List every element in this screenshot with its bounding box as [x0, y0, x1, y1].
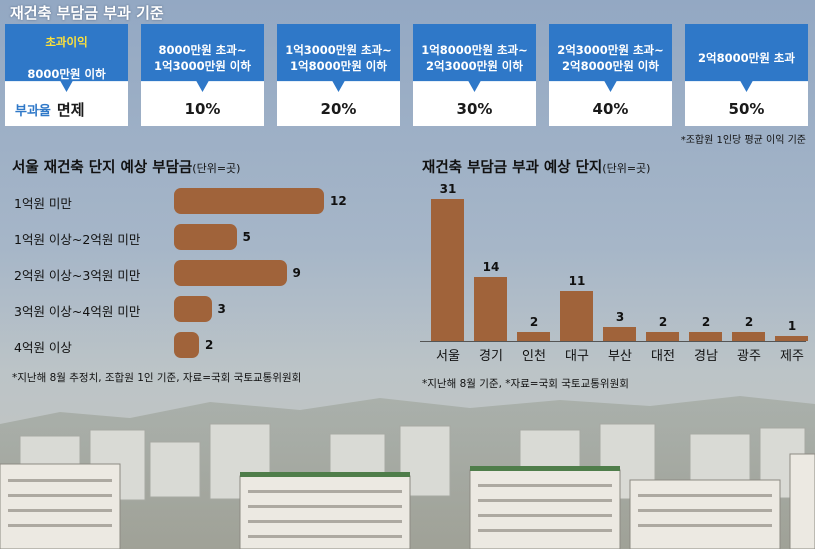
- bar-category-label: 경남: [694, 349, 718, 364]
- bar-value-label: 2: [529, 314, 539, 329]
- bar: [603, 327, 636, 341]
- right-chart-baseline: [420, 341, 806, 342]
- rate-value: 40%: [592, 100, 629, 118]
- bar: [560, 290, 593, 341]
- city-skyline-image: [0, 396, 815, 549]
- bar-value-label: 3: [615, 310, 625, 325]
- bar-category-label: 1억원 이상~2억원 미만: [14, 232, 141, 247]
- bar-category-label: 1억원 미만: [14, 196, 72, 211]
- rate-range: 2억3000만원 초과~ 2억8000만원 이하: [549, 24, 672, 92]
- bar: [174, 296, 212, 322]
- rate-range-title: 초과이익: [45, 35, 88, 49]
- rate-value: 20%: [320, 100, 357, 118]
- rate-value: 10%: [184, 100, 221, 118]
- rate-range: 2억8000만원 초과: [685, 24, 808, 92]
- bar: [174, 260, 287, 286]
- bar-category-label: 제주: [780, 349, 804, 364]
- bar-value-label: 2: [744, 314, 754, 329]
- bar-category-label: 4억원 이상: [14, 340, 72, 355]
- rate-label: 부과율: [15, 103, 51, 119]
- bar-value-label: 5: [242, 230, 251, 244]
- rate-card-50: 2억8000만원 초과 50%: [685, 24, 808, 126]
- rate-range-sub: 8000만원 이하: [27, 67, 106, 81]
- bar-value-label: 11: [568, 273, 586, 288]
- left-chart-title: 서울 재건축 단지 예상 부담금(단위=곳): [12, 156, 240, 177]
- rate-range: 8000만원 초과~ 1억3000만원 이하: [141, 24, 264, 92]
- bar: [646, 331, 679, 341]
- bar-category-label: 3억원 이상~4억원 미만: [14, 304, 141, 319]
- rate-card-30: 1억8000만원 초과~ 2억3000만원 이하 30%: [413, 24, 536, 126]
- bar-value-label: 31: [439, 182, 457, 196]
- left-chart-unit: (단위=곳): [192, 162, 241, 175]
- rate-range: 1억8000만원 초과~ 2억3000만원 이하: [413, 24, 536, 92]
- bar: [517, 331, 550, 341]
- bar-value-label: 2: [701, 314, 711, 329]
- bar-value-label: 9: [292, 266, 301, 280]
- bar: [775, 336, 808, 341]
- bar: [732, 331, 765, 341]
- bar: [174, 332, 199, 358]
- bar-value-label: 3: [217, 302, 226, 316]
- bar-value-label: 1: [787, 319, 797, 334]
- bar-value-label: 14: [482, 259, 500, 274]
- bar-category-label: 경기: [479, 349, 503, 364]
- left-chart-note: *지난해 8월 추정치, 조합원 1인 기준, 자료=국회 국토교통위원회: [12, 372, 302, 384]
- rate-value-text: 면제: [56, 100, 85, 119]
- bar: [431, 199, 464, 341]
- left-bar-chart: 1억원 미만 12 1억원 이상~2억원 미만 5 2억원 이상~3억원 미만 9 3억원 …: [0, 0, 400, 400]
- rate-value: 부과율 면제: [5, 94, 128, 124]
- rates-note: *조합원 1인당 평균 이익 기준: [680, 135, 806, 146]
- bar: [174, 188, 324, 214]
- bar-value-label: 12: [330, 194, 347, 208]
- rate-card-20: 1억3000만원 초과~ 1억8000만원 이하 20%: [277, 24, 400, 126]
- bar-category-label: 광주: [737, 349, 761, 364]
- bar-category-label: 인천: [522, 349, 546, 364]
- bar-category-label: 부산: [608, 349, 632, 364]
- rate-range: 1억3000만원 초과~ 1억8000만원 이하: [277, 24, 400, 92]
- rate-table: 초과이익 8000만원 이하 부과율 면제 8000만원 초과~ 1억3000만…: [5, 24, 810, 126]
- bar: [689, 331, 722, 341]
- right-chart-unit: (단위=곳): [602, 162, 651, 175]
- rate-value: 30%: [456, 100, 493, 118]
- rate-card-exempt: 초과이익 8000만원 이하 부과율 면제: [5, 24, 128, 126]
- left-chart-title-text: 서울 재건축 단지 예상 부담금: [12, 160, 193, 176]
- bar-category-label: 대전: [651, 349, 675, 364]
- rate-range: 초과이익 8000만원 이하: [5, 24, 128, 92]
- bar-value-label: 2: [658, 314, 668, 329]
- rate-card-10: 8000만원 초과~ 1억3000만원 이하 10%: [141, 24, 264, 126]
- page-title: 재건축 부담금 부과 기준: [10, 4, 164, 22]
- right-chart-title-text: 재건축 부담금 부과 예상 단지: [422, 160, 603, 176]
- bar: [174, 224, 237, 250]
- bar-category-label: 서울: [436, 349, 460, 364]
- bar-category-label: 대구: [565, 349, 589, 364]
- right-chart-note: *지난해 8월 기준, *자료=국회 국토교통위원회: [422, 378, 629, 390]
- right-chart-title: 재건축 부담금 부과 예상 단지(단위=곳): [422, 156, 650, 177]
- bar: [474, 276, 507, 341]
- bar-value-label: 2: [205, 338, 214, 352]
- rate-card-40: 2억3000만원 초과~ 2억8000만원 이하 40%: [549, 24, 672, 126]
- bar-category-label: 2억원 이상~3억원 미만: [14, 268, 141, 283]
- rate-value: 50%: [728, 100, 765, 118]
